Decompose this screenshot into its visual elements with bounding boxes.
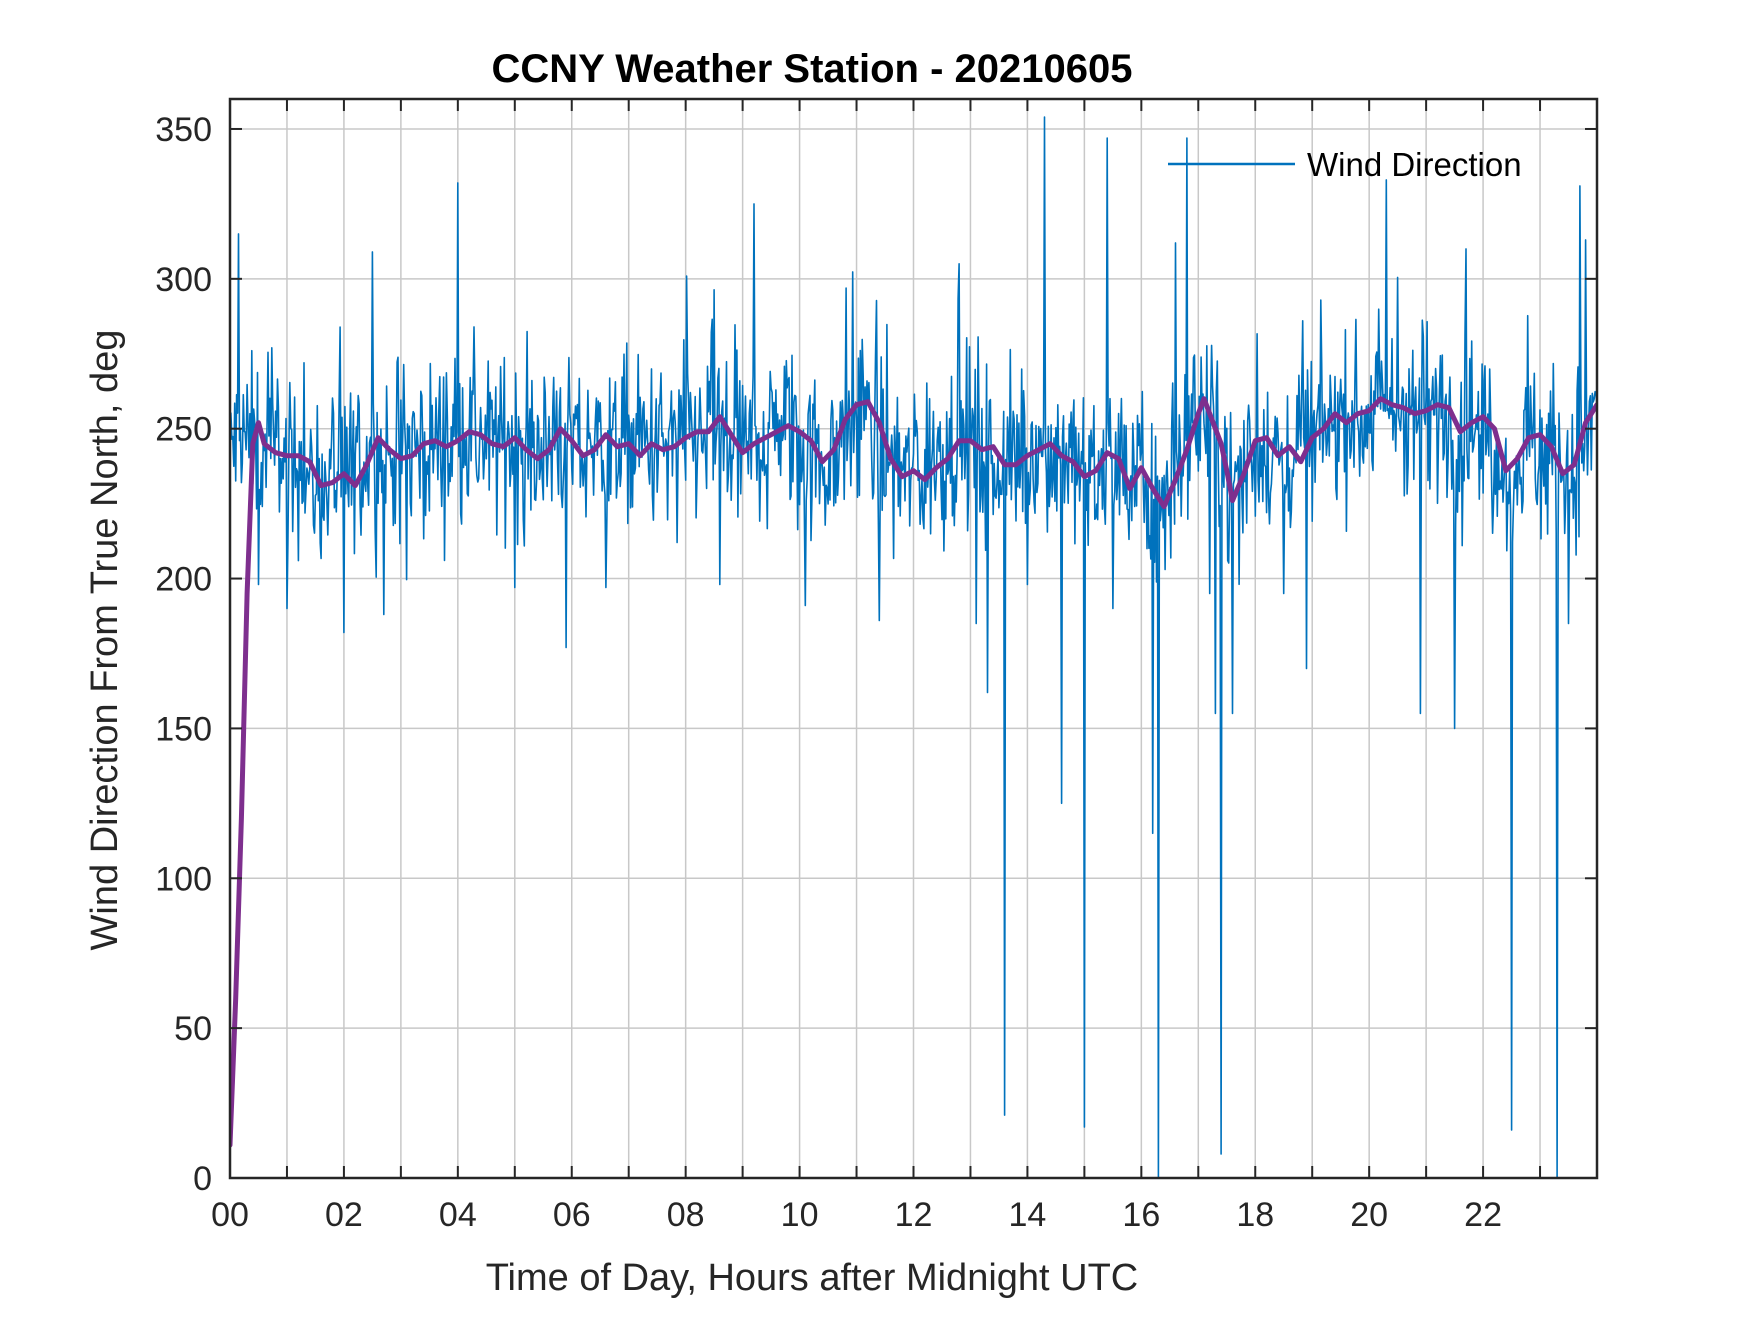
y-tick-label: 250 <box>155 411 212 449</box>
x-axis-label: Time of Day, Hours after Midnight UTC <box>486 1257 1139 1299</box>
x-tick-label: 06 <box>553 1196 591 1234</box>
tick-labels: 00 02 04 06 08 10 12 14 16 18 20 22 0 50 100 150 200 250 3… <box>155 111 1502 1234</box>
y-tick-label: 0 <box>193 1160 212 1198</box>
series-line-wind-direction <box>230 116 1597 1178</box>
y-tick-label: 50 <box>174 1010 212 1048</box>
x-tick-label: 20 <box>1350 1196 1388 1234</box>
x-tick-label: 22 <box>1464 1196 1502 1234</box>
y-tick-label: 200 <box>155 561 212 599</box>
y-tick-label: 350 <box>155 111 212 149</box>
grid-lines <box>230 99 1597 1178</box>
x-tick-label: 14 <box>1009 1196 1047 1234</box>
y-axis-label: Wind Direction From True North, deg <box>84 330 126 951</box>
x-tick-label: 08 <box>667 1196 705 1234</box>
x-tick-label: 04 <box>439 1196 477 1234</box>
legend: Wind Direction <box>1168 146 1522 183</box>
chart-title: CCNY Weather Station - 20210605 <box>492 47 1133 91</box>
legend-label-wind-direction: Wind Direction <box>1307 146 1522 183</box>
x-tick-label: 00 <box>211 1196 249 1234</box>
axis-ticks <box>230 99 1597 1179</box>
series-layer <box>230 116 1597 1178</box>
x-tick-label: 12 <box>895 1196 933 1234</box>
x-tick-label: 16 <box>1122 1196 1160 1234</box>
series-line-smoothed-average <box>230 396 1597 1148</box>
x-tick-label: 10 <box>781 1196 819 1234</box>
x-tick-label: 02 <box>325 1196 363 1234</box>
x-tick-label: 18 <box>1236 1196 1274 1234</box>
y-tick-label: 150 <box>155 710 212 748</box>
y-tick-label: 300 <box>155 261 212 299</box>
y-tick-label: 100 <box>155 860 212 898</box>
